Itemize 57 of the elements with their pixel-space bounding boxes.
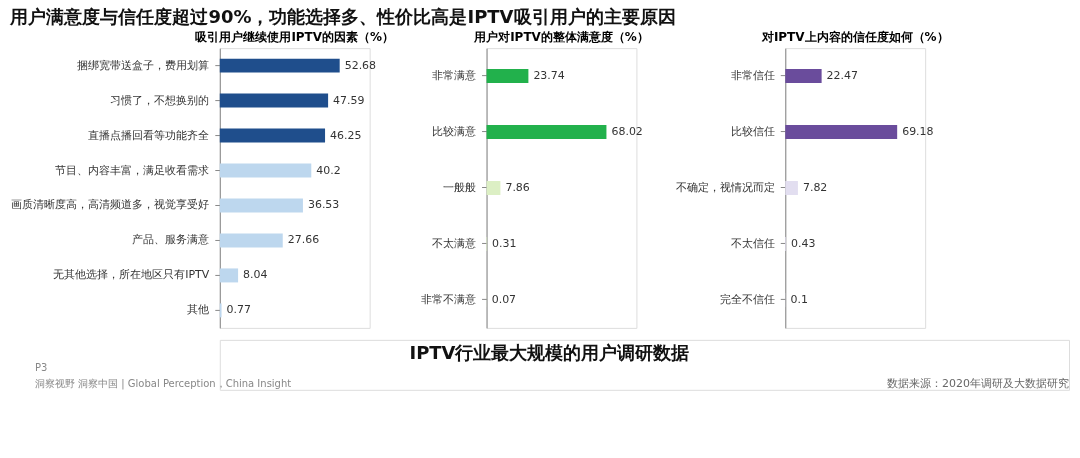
data-label: 0.07: [491, 292, 517, 306]
y-tick-label: 不太信任: [730, 236, 775, 250]
source-note: 数据来源：2020年调研及大数据研究: [887, 376, 1070, 390]
data-label: 7.86: [505, 181, 530, 195]
data-label: 8.04: [243, 268, 268, 282]
data-label: 22.47: [826, 69, 859, 83]
y-tick-label: 非常满意: [432, 69, 477, 83]
data-label: 40.2: [316, 163, 341, 177]
data-label: 47.59: [333, 93, 365, 107]
y-tick-label: 不太满意: [432, 236, 477, 250]
bar: [219, 163, 312, 178]
bar: [219, 233, 283, 248]
bar: [219, 93, 329, 108]
y-tick-label: 直播点播回看等功能齐全: [88, 128, 210, 142]
y-tick-label: 画质清晰度高，高清频道多，视觉享受好: [11, 198, 210, 212]
data-label: 46.25: [330, 128, 362, 142]
data-label: 0.1: [790, 292, 808, 306]
data-label: 52.68: [344, 58, 377, 72]
y-tick-label: 习惯了，不想换别的: [110, 93, 210, 107]
data-label: 0.31: [492, 236, 517, 250]
y-tick-label: 产品、服务满意: [132, 233, 210, 247]
data-label: 0.77: [226, 303, 251, 317]
y-tick-label: 比较信任: [730, 125, 775, 139]
chart-title: 吸引用户继续使用IPTV的因素（%）: [195, 30, 395, 45]
data-label: 0.43: [790, 236, 816, 250]
bar: [486, 181, 501, 195]
data-label: 69.18: [902, 125, 934, 139]
y-tick-label: 节目、内容丰富，满足收看需求: [55, 163, 210, 177]
y-tick-label: 捆绑宽带送盒子，费用划算: [77, 58, 210, 72]
data-label: 68.02: [611, 125, 643, 139]
data-label: 27.66: [287, 233, 320, 247]
text: IPTV行业最大规模的用户调研数据: [409, 341, 690, 363]
y-tick-label: 其他: [187, 303, 210, 317]
bar: [219, 128, 326, 143]
text: 用户满意度与信任度超过90%，功能选择多、性价比高是IPTV吸引用户的主要原因: [9, 5, 676, 27]
bar: [785, 69, 822, 84]
y-tick-label: 比较满意: [432, 125, 477, 139]
bar: [219, 58, 340, 73]
y-tick-label: 一般般: [443, 181, 477, 195]
y-tick-label: 非常信任: [730, 69, 775, 83]
bar: [219, 268, 239, 283]
chart-title: 对IPTV上内容的信任度如何（%）: [760, 30, 949, 45]
text: P3: [34, 361, 48, 373]
y-tick-label: 完全不信任: [719, 292, 775, 306]
data-label: 36.53: [307, 198, 340, 212]
y-tick-label: 非常不满意: [421, 292, 477, 306]
chart-title: 用户对IPTV的整体满意度（%）: [473, 30, 649, 45]
data-label: 7.82: [802, 181, 828, 195]
data-label: 23.74: [533, 69, 565, 83]
y-tick-label: 无其他选择，所在地区只有IPTV: [53, 268, 210, 282]
y-tick-label: 不确定，视情况而定: [675, 181, 775, 195]
text: 洞察视野 洞察中国 | Global Perception，China Insight: [34, 377, 292, 390]
bar: [486, 125, 607, 140]
bar: [785, 125, 898, 140]
bar: [486, 69, 529, 84]
bar: [219, 198, 303, 213]
bar: [785, 181, 798, 195]
